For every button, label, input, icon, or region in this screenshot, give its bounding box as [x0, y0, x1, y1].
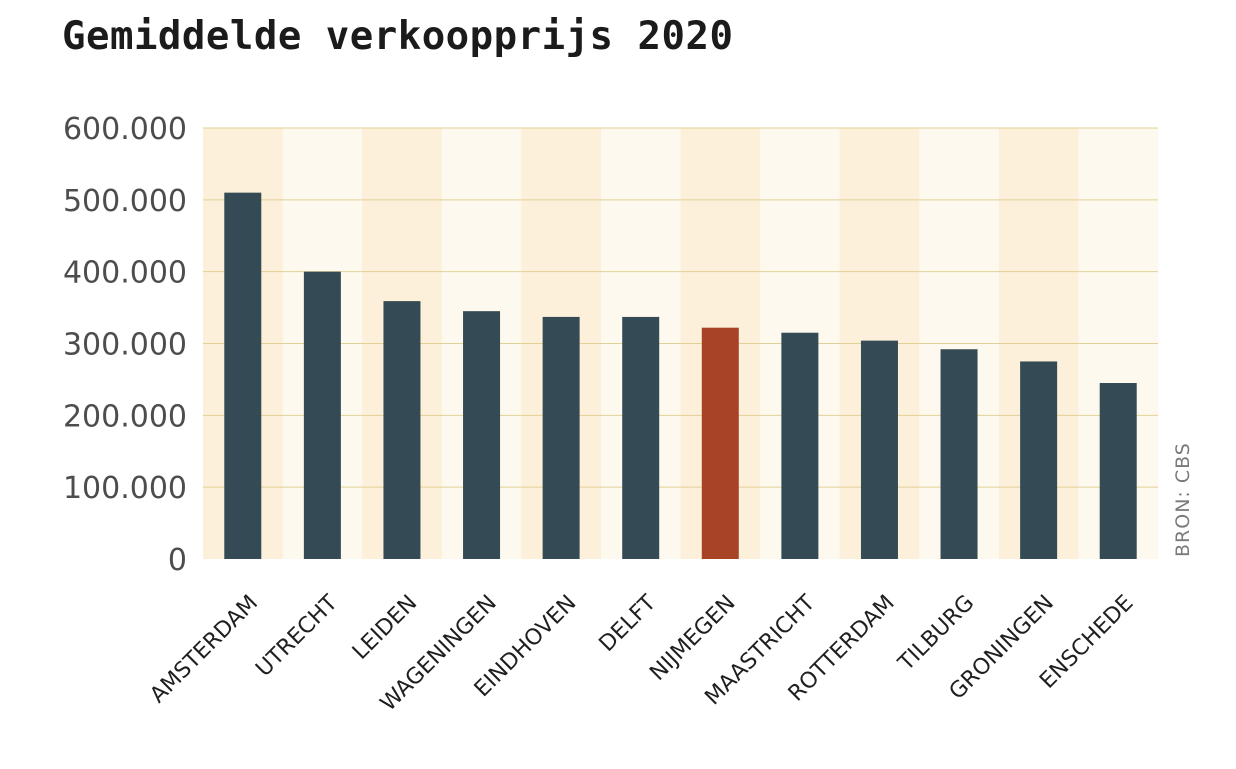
chart-title: Gemiddelde verkoopprijs 2020: [62, 14, 734, 59]
bars: [224, 192, 1137, 559]
y-axis-ticks: 0 100.000 200.000 300.000 400.000 500.000 600.…: [63, 112, 187, 578]
bar-tilburg: [940, 349, 978, 559]
bar-rotterdam: [860, 340, 898, 559]
y-tick-label: 400.000: [63, 256, 187, 291]
source-label: BRON: CBS: [1172, 442, 1194, 557]
y-tick-label: 0: [168, 543, 187, 578]
y-tick-label: 100.000: [63, 471, 187, 506]
x-tick-label: UTRECHT: [251, 590, 343, 682]
bar-groningen: [1020, 361, 1058, 559]
x-tick-label: LEIDEN: [348, 591, 422, 665]
y-tick-label: 300.000: [63, 328, 187, 363]
x-tick-label: DELFT: [595, 590, 662, 657]
x-tick-label: AMSTERDAM: [145, 591, 263, 709]
bar-enschede: [1099, 383, 1137, 559]
bar-utrecht: [303, 271, 341, 559]
bar-delft: [622, 316, 660, 559]
gridlines: [203, 127, 1158, 488]
y-tick-label: 600.000: [63, 112, 187, 147]
x-tick-label: TILBURG: [893, 591, 979, 677]
y-tick-label: 500.000: [63, 184, 187, 219]
y-tick-label: 200.000: [63, 399, 187, 434]
bar-wageningen: [463, 311, 501, 559]
bar-amsterdam: [224, 192, 262, 559]
bar-nijmegen: [701, 327, 739, 559]
bar-eindhoven: [542, 316, 580, 559]
bar-maastricht: [781, 332, 819, 559]
bar-leiden: [383, 301, 421, 559]
